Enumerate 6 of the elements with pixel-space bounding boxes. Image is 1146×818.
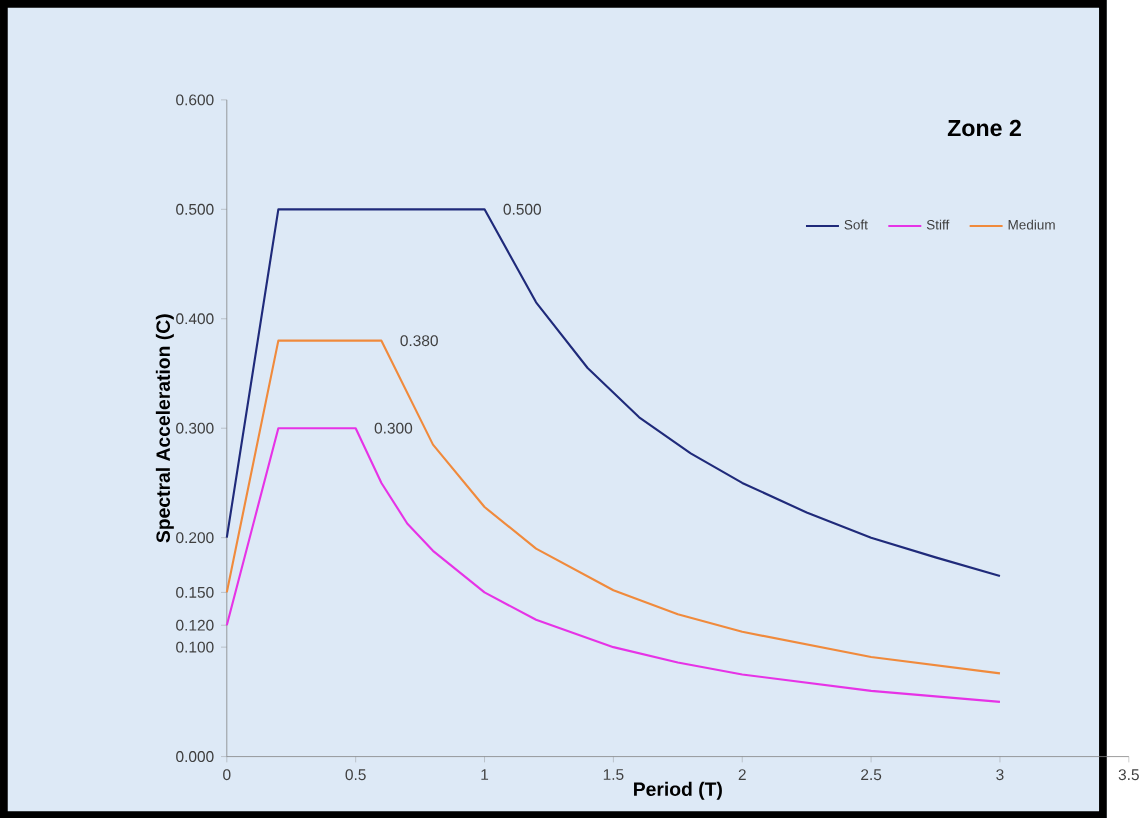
line-series: [225, 339, 1002, 674]
line-series: [225, 207, 1002, 577]
x-axis-title: Period (T): [634, 781, 722, 800]
text: Zone 2: [947, 119, 1021, 136]
line-series: [225, 426, 1002, 703]
y-axis-title: Spectral Acceleration (C): [155, 313, 174, 543]
